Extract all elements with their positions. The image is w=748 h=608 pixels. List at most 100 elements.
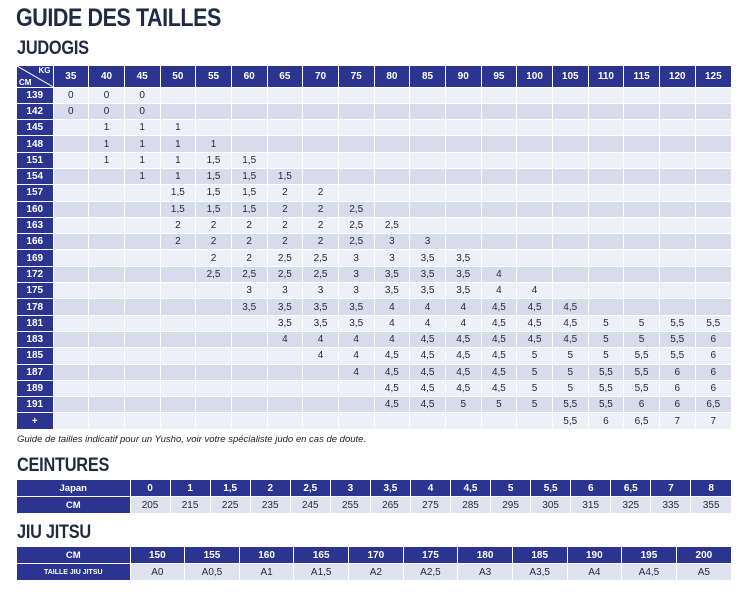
size-cell [337,379,375,397]
size-cell [266,347,303,365]
size-cell: 3,5 [409,265,446,283]
size-cell [373,102,410,120]
weight-header: 120 [658,66,696,87]
table-row: 166 2 2 2 2 2 2,5 3 3 [17,233,731,250]
height-row-label: 178 [17,298,53,316]
size-cell: 4 [444,314,482,332]
size-cell [587,298,624,316]
size-cell: 3,5 [230,298,268,316]
jiujitsu-cm-label: CM [17,547,131,564]
belt-cm-length: 285 [449,496,491,513]
size-cell: 2 [159,216,196,234]
size-cell [373,167,410,185]
size-cell [551,102,589,120]
size-cell: 4,5 [516,314,553,332]
size-cell [337,86,375,104]
size-cell [52,184,89,202]
size-cell [88,347,125,365]
size-cell [409,86,446,104]
height-row-label: 151 [17,151,53,169]
table-corner: KG CM [17,66,53,87]
size-cell: 2,5 [337,233,375,250]
size-cell: 4,5 [409,347,446,365]
size-cell: 2,5 [337,216,375,234]
weight-header: 110 [587,66,624,87]
size-cell [159,282,196,299]
size-cell [123,379,161,397]
size-cell [123,298,161,316]
size-cell: 6 [587,412,624,430]
size-cell [123,249,161,267]
belt-size-table: Japan 0 1 1,5 2 2,5 3 3,5 4 4,5 5 5,5 6 6,5 7 8 CM 205 21… [17,480,731,513]
size-cell [52,314,89,332]
size-cell [658,135,696,153]
size-cell [623,298,660,316]
table-row: 178 3,5 3,5 3,5 3,5 4 4 4 4,5 4,5 4,5 [17,298,731,316]
size-cell [516,412,553,430]
size-cell [587,102,624,120]
jiujitsu-size-value: A4,5 [621,563,677,580]
size-cell [266,102,303,120]
size-cell: 4,5 [480,347,517,365]
size-cell [88,363,125,381]
judogi-size-table: KG CM 35 40 45 50 55 60 65 70 75 80 85 90 95 100 105 11… [17,66,731,430]
size-cell: 1 [159,135,196,153]
size-cell [88,265,125,283]
size-cell: 1 [88,135,125,153]
size-guide-note: Guide de tailles indicatif pour un Yusho… [17,434,367,445]
size-cell [302,151,339,169]
weight-header: 105 [551,66,589,87]
size-cell: 3 [409,233,446,250]
belt-cm-length: 315 [570,496,611,513]
size-cell [409,412,446,430]
size-cell [52,282,89,299]
size-cell: 4 [337,330,375,348]
size-cell [658,298,696,316]
size-cell [266,396,303,413]
size-cell [52,347,89,365]
jiujitsu-cm-value: 185 [511,547,568,564]
size-cell [623,233,660,250]
size-cell: 2,5 [337,200,375,218]
size-cell [123,347,161,365]
table-row: 187 4 4,5 4,5 4,5 4,5 5 5 5,5 5,5 6 6 [17,363,731,381]
size-cell [230,102,268,120]
size-cell: 5 [551,363,589,381]
belt-cm-length: 335 [650,496,691,513]
size-cell: 1,5 [230,167,268,185]
table-row: 169 2 2 2,5 2,5 3 3 3,5 3,5 [17,249,731,267]
table-row: +5,5 6 6,5 7 7 [17,412,731,430]
jiujitsu-cm-value: 160 [238,547,294,564]
size-cell: 5,5 [623,379,660,397]
table-row: 148 1 1 1 1 [17,135,731,153]
size-cell: 5,5 [587,363,624,381]
size-cell: 5,5 [587,396,624,413]
size-cell [88,167,125,185]
size-cell [694,86,731,104]
table-row: 139 0 0 0 [17,86,731,104]
corner-kg-label: KG [38,66,51,75]
size-cell [516,86,553,104]
size-cell: 4,5 [444,330,482,348]
height-row-label: 169 [17,249,53,267]
size-cell [373,86,410,104]
belt-cm-length: 235 [249,496,291,513]
size-cell [480,86,517,104]
size-cell: 4,5 [480,314,517,332]
weight-header: 80 [373,66,410,87]
size-cell [159,102,196,120]
size-cell [123,200,161,218]
size-cell: 4 [444,298,482,316]
table-row: 142 0 0 0 [17,102,731,120]
size-cell [551,216,589,234]
size-cell: 2,5 [302,265,339,283]
size-cell [658,102,696,120]
size-cell [480,119,517,136]
size-cell [623,102,660,120]
size-cell [195,119,232,136]
weight-header: 115 [623,66,660,87]
size-cell [230,330,268,348]
size-cell [409,102,446,120]
size-cell [444,167,482,185]
size-cell: 2 [266,200,303,218]
